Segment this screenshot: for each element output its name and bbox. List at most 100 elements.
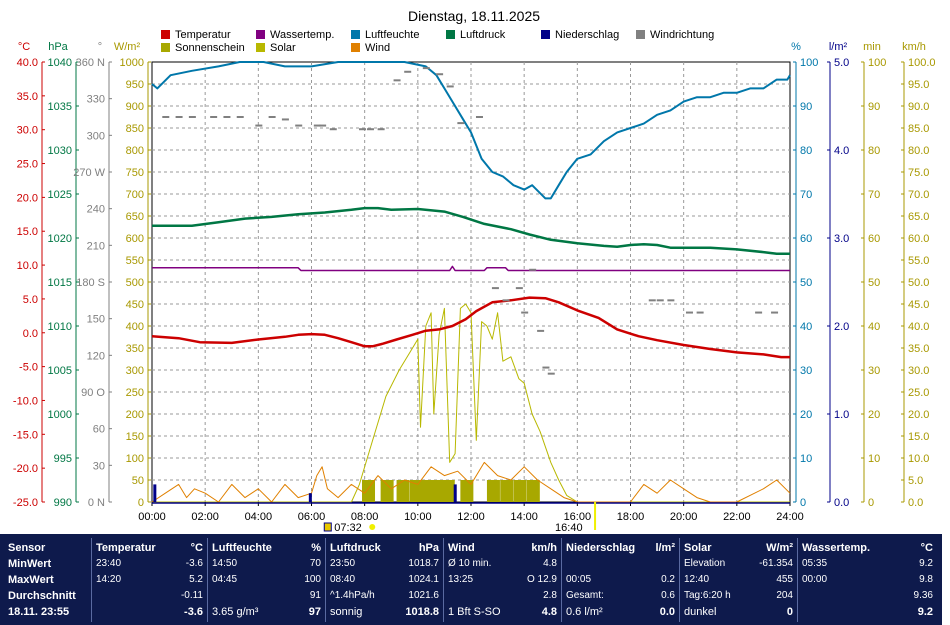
- panel-row: ^1.4hPa/h 1021.6: [330, 589, 439, 603]
- panel-row-value: 0: [786, 606, 793, 618]
- time-tick-label: 22:00: [723, 511, 751, 523]
- solar-tick-label: 350: [126, 343, 144, 355]
- wind-direction-point: [377, 128, 385, 131]
- wind-direction-point: [359, 128, 367, 131]
- panel-row-label: MaxWert: [8, 574, 54, 586]
- sunrise-time: 07:32: [334, 522, 362, 534]
- panel-column: Niederschlag l/m² 00:05 0.2 Gesamt: 0.6 0.6 l/…: [561, 538, 679, 622]
- legend-swatch: [351, 30, 360, 39]
- windspeed-tick-label: 85.0: [908, 123, 929, 135]
- direction-tick-label: 0 N: [88, 497, 105, 509]
- wind-direction-point: [771, 311, 779, 314]
- panel-header-unit: hPa: [418, 542, 439, 554]
- solar-tick-label: 650: [126, 211, 144, 223]
- wind-direction-point: [457, 122, 465, 125]
- panel-row-value: 1018.8: [405, 606, 439, 618]
- panel-header: Wassertemp. °C: [802, 541, 933, 555]
- left-axes: 40.0 35.0 30.0 25.0 20.0 15.0 10.0 5.0 0.0 -5.0 -1…: [13, 41, 151, 509]
- panel-row-label: 04:45: [212, 574, 238, 585]
- temperature-line: [151, 296, 790, 359]
- legend-label: Luftdruck: [460, 29, 506, 41]
- humidity-tick-label: 50: [800, 277, 812, 289]
- windspeed-tick-label: 40.0: [908, 321, 929, 333]
- legend-swatch: [541, 30, 550, 39]
- wind-direction-point: [529, 268, 537, 271]
- sun-icon: [369, 524, 376, 530]
- solar-tick-label: 50: [132, 475, 144, 487]
- direction-tick-label: 180 S: [76, 277, 105, 289]
- wind-line: [151, 461, 791, 503]
- panel-header: Luftfeuchte%: [212, 541, 321, 555]
- windspeed-unit: km/h: [902, 41, 926, 53]
- temp-tick-label: 30.0: [17, 125, 38, 137]
- solar-tick-label: 950: [126, 79, 144, 91]
- solar-tick-label: 550: [126, 255, 144, 267]
- panel-row-label: 0.6 l/m²: [566, 606, 603, 618]
- panel-row-label: dunkel: [684, 606, 717, 618]
- solar-line: [152, 303, 790, 503]
- humidity-tick-label: 20: [800, 409, 812, 421]
- temp-tick-label: 10.0: [17, 260, 38, 272]
- wind-direction-point: [162, 116, 170, 118]
- panel-row-label: 1 Bft S-SO: [448, 606, 501, 618]
- wind-direction-point: [446, 85, 454, 88]
- legend-swatch: [161, 43, 170, 52]
- windspeed-tick-label: 50.0: [908, 277, 929, 289]
- wind-direction-point: [648, 299, 656, 302]
- pressure-tick-label: 1000: [48, 409, 72, 421]
- temp-tick-label: 5.0: [23, 294, 38, 306]
- wind-direction-point: [667, 299, 675, 302]
- legend: Temperatur Wassertemp. Luftfeuchte Luftdruc…: [161, 29, 714, 54]
- panel-row-value: -0.11: [180, 590, 203, 601]
- windspeed-tick-label: 25.0: [908, 387, 929, 399]
- panel-row-value: 4.8: [543, 558, 557, 569]
- panel-row: 14:50 70: [212, 557, 321, 571]
- panel-row-value: -3.6: [185, 558, 203, 569]
- panel-row-label: Elevation: [684, 558, 726, 569]
- time-tick-label: 02:00: [191, 511, 219, 523]
- sunrise-icon: [323, 522, 332, 532]
- pressure-unit: hPa: [48, 41, 68, 53]
- panel-row: 23:40 -3.6: [96, 557, 203, 571]
- rain-tick-label: 1.0: [834, 409, 849, 421]
- panel-row-value: 0.2: [661, 574, 675, 585]
- legend-label: Luftfeuchte: [365, 29, 419, 41]
- windspeed-tick-label: 70.0: [908, 189, 929, 201]
- panel-header-label: Wassertemp.: [802, 542, 871, 554]
- windspeed-tick-label: 35.0: [908, 343, 929, 355]
- wind-direction-point: [268, 116, 276, 118]
- solar-tick-label: 600: [126, 233, 144, 245]
- wind-direction-point: [236, 116, 244, 118]
- wind-direction-point: [475, 116, 483, 118]
- temp-tick-label: -20.0: [13, 463, 38, 475]
- panel-row-value: 100: [304, 574, 321, 585]
- humidity-unit: %: [791, 41, 801, 53]
- panel-column: Wind km/h Ø 10 min. 4.8 13:25 O 12.9 2.8 1 Bft …: [443, 538, 561, 622]
- direction-tick-label: 90 O: [81, 387, 105, 399]
- wind-direction-point: [175, 116, 183, 118]
- sunmin-tick-label: 0: [868, 497, 874, 509]
- windspeed-tick-label: 0.0: [908, 497, 923, 509]
- time-tick-label: 20:00: [670, 511, 698, 523]
- temp-tick-label: -5.0: [19, 362, 38, 374]
- windspeed-tick-label: 10.0: [908, 453, 929, 465]
- temp-tick-label: 15.0: [17, 226, 38, 238]
- humidity-tick-label: 30: [800, 365, 812, 377]
- panel-row-value: 0.6: [661, 590, 675, 601]
- sunmin-unit: min: [863, 41, 881, 53]
- panel-row: Gesamt: 0.6: [566, 589, 675, 603]
- wind-direction-point: [656, 299, 664, 302]
- direction-tick-label: 270 W: [73, 167, 105, 179]
- sunset-time: 16:40: [555, 522, 583, 534]
- panel-header-unit: km/h: [531, 542, 557, 554]
- wind-direction-point: [422, 67, 430, 70]
- direction-tick-label: 300: [87, 130, 105, 142]
- panel-row-label: 23:50: [330, 558, 356, 569]
- panel-row: 9.36: [802, 589, 933, 603]
- pressure-tick-label: 1035: [48, 101, 72, 113]
- panel-row-label: Ø 10 min.: [448, 558, 492, 569]
- panel-row-value: -3.6: [184, 606, 203, 618]
- solar-tick-label: 800: [126, 145, 144, 157]
- rain-unit: l/m²: [829, 41, 848, 53]
- weather-chart: Dienstag, 18.11.2025 Temperatur Wassertem…: [12, 8, 936, 534]
